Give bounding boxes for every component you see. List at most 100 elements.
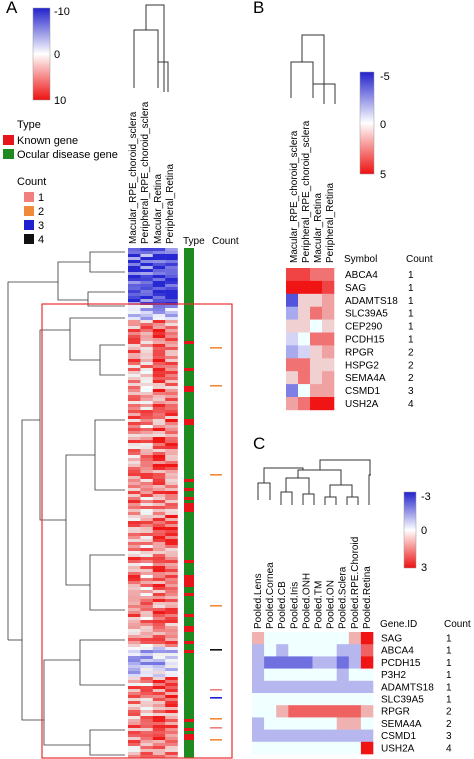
heatmap-cell xyxy=(324,693,337,706)
heatmap-cell xyxy=(128,287,141,291)
heatmap-cell xyxy=(152,533,166,537)
heatmap-cell xyxy=(152,260,166,264)
heatmap-cell xyxy=(165,650,178,654)
heatmap-cell xyxy=(128,752,141,756)
heatmap-cell xyxy=(165,362,178,366)
type-cell xyxy=(184,542,194,546)
heatmap-cell xyxy=(140,461,153,465)
legend-label-count-1: 1 xyxy=(38,192,44,204)
heatmap-cell xyxy=(152,695,166,699)
heatmap-cell xyxy=(152,659,166,663)
heatmap-cell xyxy=(288,705,301,718)
heatmap-cell xyxy=(152,401,166,405)
heatmap-cell xyxy=(152,284,166,288)
heatmap-cell xyxy=(152,368,166,372)
type-cell xyxy=(184,569,194,573)
heatmap-cell xyxy=(128,374,141,378)
panel-b-heatmap xyxy=(286,268,335,411)
heatmap-cell xyxy=(128,602,141,606)
panel-c-column-labels: Pooled.Lens Pooled.Cornea Pooled.CB Pooled.… xyxy=(253,537,373,629)
heatmap-cell xyxy=(310,345,323,359)
heatmap-cell xyxy=(165,536,178,540)
heatmap-cell xyxy=(140,755,153,759)
type-cell xyxy=(184,317,194,321)
heatmap-cell xyxy=(165,452,178,456)
count-mark xyxy=(210,385,222,387)
heatmap-cell xyxy=(165,695,178,699)
heatmap-cell xyxy=(152,263,166,267)
heatmap-cell xyxy=(165,644,178,648)
heatmap-cell xyxy=(165,596,178,600)
type-cell xyxy=(184,539,194,543)
heatmap-cell xyxy=(152,599,166,603)
type-cell xyxy=(184,335,194,339)
type-cell xyxy=(184,458,194,462)
heatmap-cell xyxy=(128,560,141,564)
heatmap-cell xyxy=(140,497,153,501)
heatmap-cell xyxy=(152,413,166,417)
heatmap-cell xyxy=(128,671,141,675)
heatmap-cell xyxy=(252,644,265,657)
panel-a-count-marks xyxy=(210,347,222,741)
heatmap-cell xyxy=(165,359,178,363)
column-label: Pooled.Cornea xyxy=(265,562,276,629)
heatmap-cell xyxy=(152,677,166,681)
heatmap-cell xyxy=(152,248,166,252)
heatmap-cell xyxy=(152,440,166,444)
heatmap-cell xyxy=(165,470,178,474)
type-cell xyxy=(184,737,194,741)
heatmap-cell xyxy=(140,296,153,300)
heatmap-cell xyxy=(152,512,166,516)
heatmap-cell xyxy=(128,431,141,435)
heatmap-cell xyxy=(140,698,153,702)
row-count: 1 xyxy=(446,634,452,645)
heatmap-cell xyxy=(252,656,265,669)
heatmap-cell xyxy=(128,515,141,519)
heatmap-cell xyxy=(165,560,178,564)
heatmap-cell xyxy=(140,524,153,528)
heatmap-cell xyxy=(152,359,166,363)
heatmap-cell xyxy=(128,638,141,642)
heatmap-cell xyxy=(128,440,141,444)
type-cell xyxy=(184,443,194,447)
heatmap-cell xyxy=(152,389,166,393)
row-gene-id: ADAMTS18 xyxy=(381,682,434,693)
heatmap-cell xyxy=(140,512,153,516)
heatmap-cell xyxy=(128,458,141,462)
heatmap-cell xyxy=(140,320,153,324)
heatmap-cell xyxy=(128,422,141,426)
heatmap-cell xyxy=(140,251,153,255)
heatmap-cell xyxy=(152,332,166,336)
heatmap-cell xyxy=(152,713,166,717)
heatmap-cell xyxy=(165,398,178,402)
type-cell xyxy=(184,692,194,696)
panel-b-letter: B xyxy=(253,0,265,17)
heatmap-cell xyxy=(165,590,178,594)
heatmap-cell xyxy=(140,428,153,432)
heatmap-cell xyxy=(165,368,178,372)
type-cell xyxy=(184,287,194,291)
heatmap-cell xyxy=(152,638,166,642)
heatmap-cell xyxy=(128,329,141,333)
type-cell xyxy=(184,263,194,267)
heatmap-cell xyxy=(165,479,178,483)
row-symbol: HSPG2 xyxy=(345,360,379,371)
type-cell xyxy=(184,431,194,435)
heatmap-cell xyxy=(152,593,166,597)
heatmap-cell xyxy=(165,488,178,492)
heatmap-cell xyxy=(128,551,141,555)
heatmap-cell xyxy=(324,644,337,657)
heatmap-cell xyxy=(152,641,166,645)
row-symbol: USH2A xyxy=(345,399,379,410)
legend-label-known-gene: Known gene xyxy=(17,135,78,147)
type-cell xyxy=(184,581,194,585)
heatmap-cell xyxy=(165,647,178,651)
heatmap-cell xyxy=(165,440,178,444)
panel-b-symbol-header: Symbol xyxy=(344,254,377,265)
heatmap-cell xyxy=(140,290,153,294)
heatmap-cell xyxy=(128,347,141,351)
heatmap-cell xyxy=(165,584,178,588)
heatmap-cell xyxy=(140,305,153,309)
type-cell xyxy=(184,332,194,336)
heatmap-cell xyxy=(152,296,166,300)
